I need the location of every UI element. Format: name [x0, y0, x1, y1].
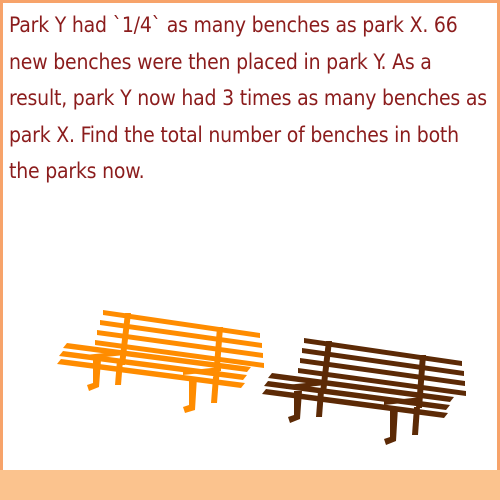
bench-orange-shape [57, 310, 264, 413]
bottom-band [0, 470, 500, 500]
bench-icon [262, 333, 472, 453]
bench-icon [55, 305, 270, 425]
question-text: Park Y had `1/4` as many benches as park… [9, 7, 493, 190]
bench-brown-shape [262, 338, 466, 445]
